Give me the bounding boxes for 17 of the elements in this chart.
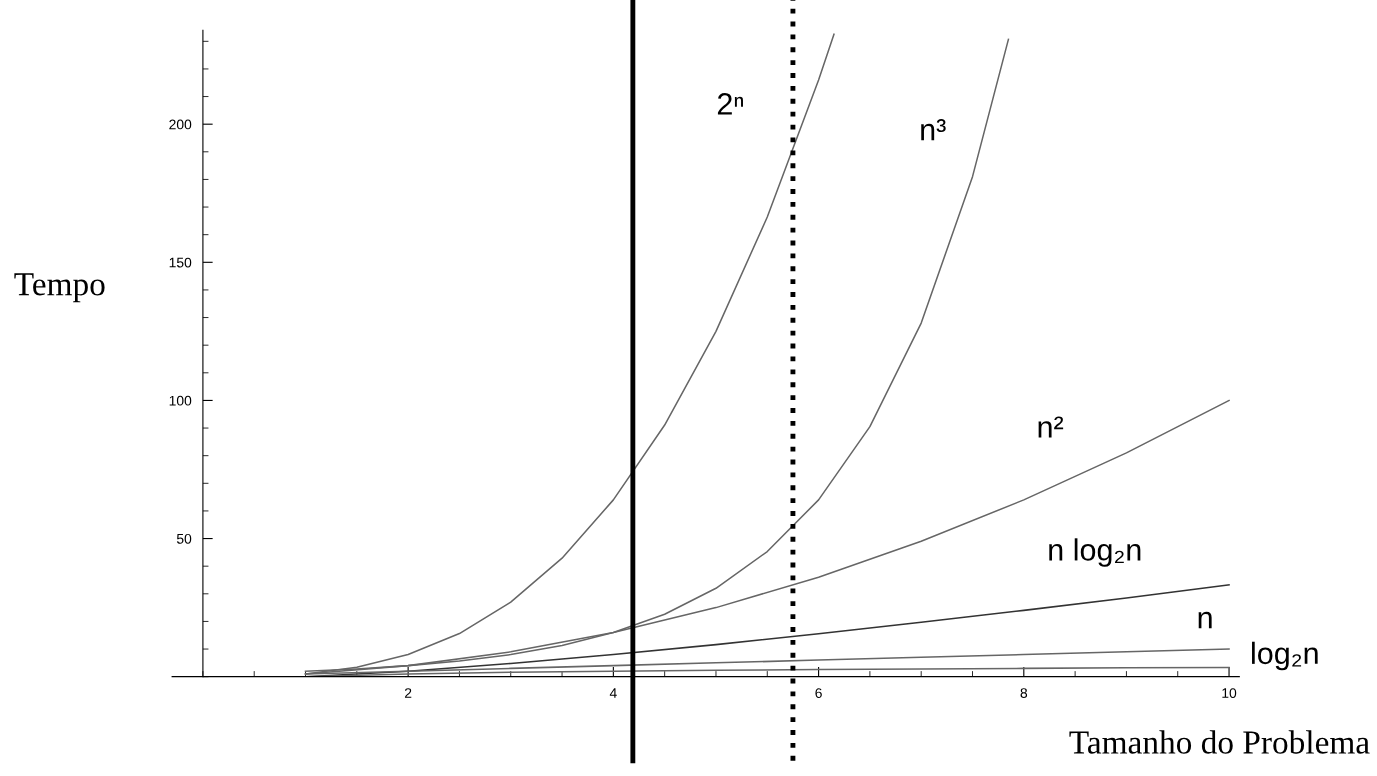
y-tick-label: 50 xyxy=(176,533,192,544)
y-tick-label: 150 xyxy=(169,257,192,268)
x-tick-label: 6 xyxy=(815,688,822,698)
series-label: n² xyxy=(1038,416,1064,438)
x-tick-label: 8 xyxy=(1020,688,1028,698)
y-tick-label: 200 xyxy=(169,119,192,130)
x-tick-label: 2 xyxy=(404,688,412,698)
series-label: n xyxy=(1198,611,1212,629)
series-label: n log₂n xyxy=(1049,538,1141,567)
series-label: n³ xyxy=(921,119,946,141)
series-label: 2ⁿ xyxy=(717,93,743,115)
y-tick-label: 100 xyxy=(169,395,192,406)
series-label: log₂n xyxy=(1252,641,1318,671)
x-tick-label: 10 xyxy=(1222,688,1237,698)
y-axis-title: Tempo xyxy=(14,273,105,303)
x-tick-label: 4 xyxy=(609,688,617,698)
x-axis-title: Tamanho do Problema xyxy=(1069,730,1370,754)
